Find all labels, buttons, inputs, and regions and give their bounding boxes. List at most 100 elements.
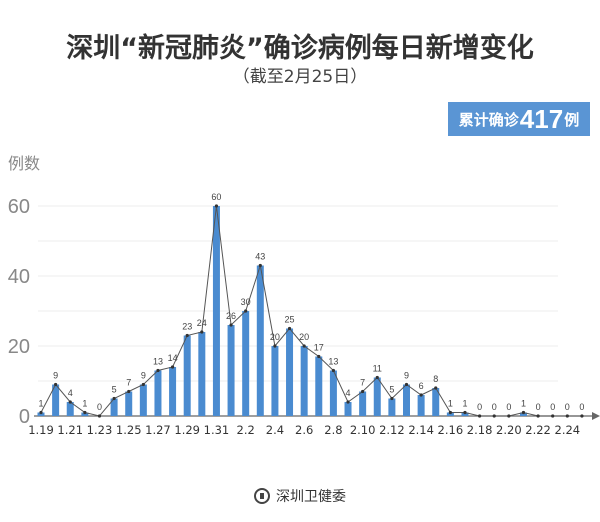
data-label: 6 <box>419 381 424 391</box>
data-label: 20 <box>299 332 309 342</box>
data-label: 24 <box>197 318 207 328</box>
data-label: 0 <box>97 402 102 412</box>
data-point <box>83 410 87 415</box>
data-point <box>492 414 496 418</box>
x-tick-label: 1.27 <box>145 423 171 437</box>
bar <box>66 402 74 416</box>
bar <box>81 412 89 416</box>
y-tick-label: 40 <box>8 266 30 288</box>
bar <box>183 335 191 416</box>
data-point <box>361 389 365 394</box>
data-point <box>331 368 335 373</box>
data-label: 0 <box>579 402 584 412</box>
badge-number: 417 <box>519 103 564 134</box>
bar <box>198 332 206 416</box>
data-point <box>551 414 555 418</box>
x-tick-label: 1.19 <box>28 423 54 437</box>
data-point <box>346 400 350 404</box>
data-label: 9 <box>404 371 409 381</box>
bar <box>373 377 381 416</box>
data-point <box>317 354 321 359</box>
data-point <box>127 389 131 394</box>
data-label: 20 <box>270 332 280 342</box>
data-point <box>404 382 409 387</box>
data-point <box>97 414 102 418</box>
x-tick-label: 1.25 <box>116 423 142 437</box>
data-point <box>565 414 569 418</box>
x-tick-label: 1.29 <box>174 423 200 437</box>
y-tick-label: 60 <box>8 196 30 218</box>
bar <box>52 384 60 416</box>
data-label: 60 <box>211 192 221 202</box>
x-tick-label: 2.10 <box>350 423 376 437</box>
bar <box>125 391 133 416</box>
bar <box>359 391 367 416</box>
data-point <box>463 410 467 415</box>
data-label: 26 <box>226 311 236 321</box>
data-label: 4 <box>346 388 351 398</box>
data-point <box>521 410 526 415</box>
data-label: 4 <box>68 388 73 398</box>
y-tick-label: 20 <box>8 336 30 358</box>
data-label: 23 <box>182 322 192 332</box>
data-label: 30 <box>241 297 251 307</box>
bar <box>169 367 177 416</box>
bar <box>256 265 264 416</box>
data-point <box>68 400 72 404</box>
bar <box>403 384 410 416</box>
bar <box>300 346 308 416</box>
bar <box>227 325 235 416</box>
data-point <box>185 333 189 338</box>
bar <box>110 398 118 416</box>
bar <box>446 412 454 416</box>
data-label: 5 <box>389 385 394 395</box>
data-point <box>434 386 438 390</box>
data-label: 1 <box>82 399 87 409</box>
data-label: 9 <box>53 371 58 381</box>
y-axis-label: 例数 <box>8 154 41 173</box>
data-label: 43 <box>255 252 265 262</box>
data-point <box>448 410 452 415</box>
data-point <box>54 382 58 387</box>
page-title: 深圳“新冠肺炎”确诊病例每日新增变化 <box>66 33 534 64</box>
data-label: 13 <box>153 357 163 367</box>
data-point <box>273 344 277 348</box>
bar <box>139 384 147 416</box>
data-label: 1 <box>38 399 43 409</box>
data-label: 8 <box>433 374 438 384</box>
total-confirmed-badge: 累计确诊 417 例 <box>448 102 590 136</box>
data-label: 25 <box>285 315 295 325</box>
data-point <box>214 204 219 208</box>
data-label: 1 <box>462 399 467 409</box>
footer-source: 深圳卫健委 <box>0 486 600 506</box>
bar <box>315 356 323 416</box>
x-tick-label: 2.6 <box>295 423 313 437</box>
data-label: 13 <box>328 357 338 367</box>
x-tick-label: 2.18 <box>467 423 493 437</box>
data-label: 7 <box>126 378 131 388</box>
source-label: 深圳卫健委 <box>276 489 346 505</box>
data-label: 0 <box>506 402 511 412</box>
data-point <box>375 375 379 380</box>
data-label: 11 <box>373 364 382 374</box>
trend-line <box>40 205 582 417</box>
page-subtitle: （截至2月25日） <box>232 67 368 87</box>
data-point <box>390 396 394 401</box>
y-tick-label: 0 <box>19 406 30 428</box>
data-point <box>200 330 204 334</box>
axis-arrow-icon <box>592 412 600 420</box>
data-point <box>536 414 540 418</box>
x-tick-label: 2.16 <box>438 423 464 437</box>
health-commission-logo-icon <box>254 488 270 504</box>
x-tick-label: 2.14 <box>408 423 434 437</box>
data-label: 0 <box>550 402 555 412</box>
data-point <box>39 410 43 415</box>
data-label: 1 <box>448 399 453 409</box>
bar <box>417 395 425 416</box>
data-point <box>580 414 584 418</box>
bar <box>154 370 162 416</box>
bar <box>212 206 220 416</box>
data-point <box>229 323 233 327</box>
bar <box>271 346 279 416</box>
